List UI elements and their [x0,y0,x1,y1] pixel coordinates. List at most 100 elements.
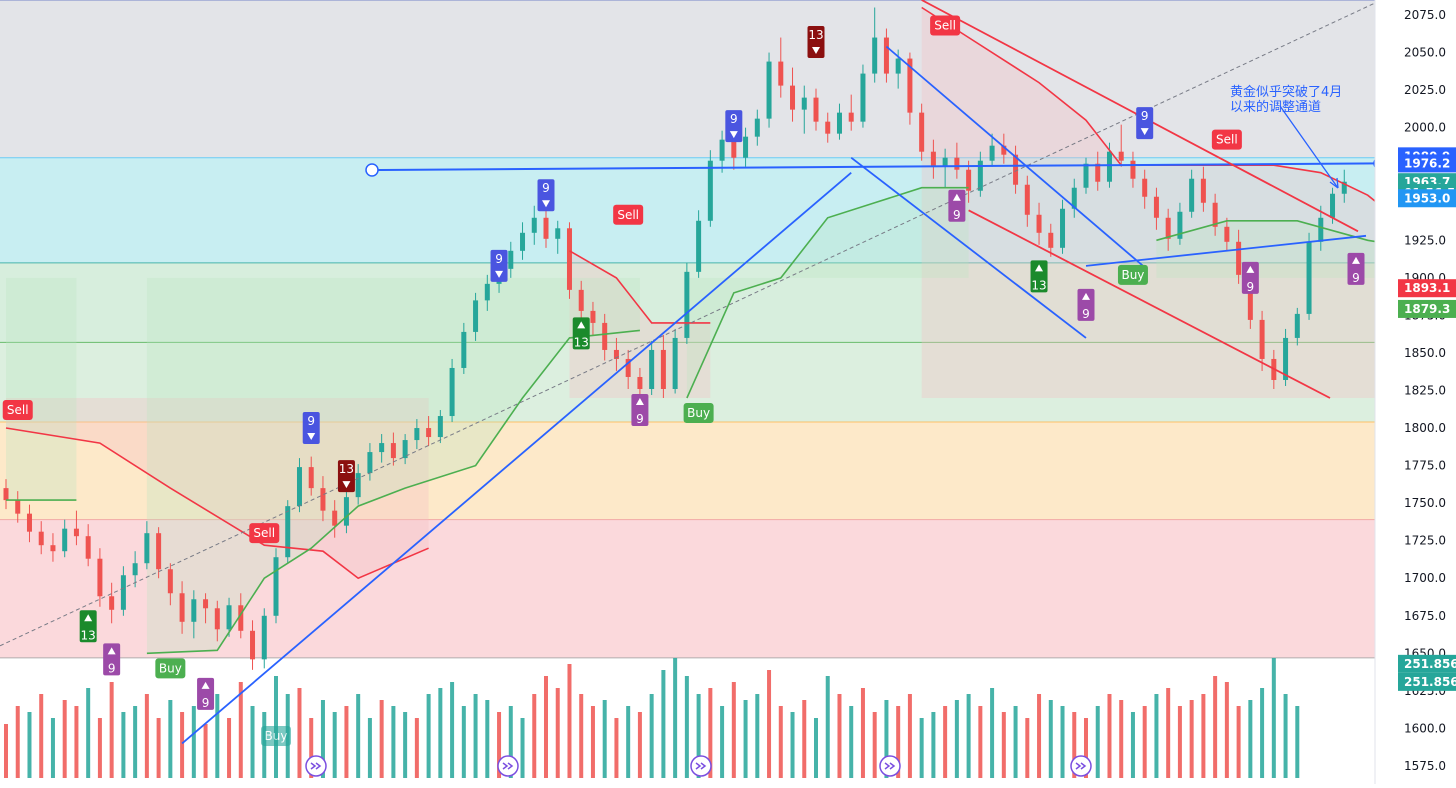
candle-body[interactable] [719,139,725,161]
candle-body[interactable] [1024,184,1030,215]
candle-body[interactable] [1306,241,1312,314]
candle-body[interactable] [825,121,831,134]
candle-body[interactable] [203,599,209,609]
price-tag[interactable] [1398,154,1456,173]
candle-body[interactable] [343,497,349,526]
candle-body[interactable] [1259,319,1265,359]
candle-body[interactable] [707,160,713,221]
candle-body[interactable] [320,488,326,511]
candle-body[interactable] [156,533,162,570]
candle-body[interactable] [85,536,91,559]
event-marker-icon[interactable] [690,755,712,777]
candle-body[interactable] [308,467,314,489]
candle-body[interactable] [766,61,772,119]
candle-body[interactable] [590,310,596,323]
price-tag[interactable] [1398,279,1456,298]
event-marker-icon[interactable] [497,755,519,777]
price-tag[interactable] [1398,299,1456,318]
candle-body[interactable] [790,85,796,110]
candle-body[interactable] [273,557,279,616]
candle-body[interactable] [942,157,948,167]
event-marker-icon[interactable] [305,755,327,777]
candle-body[interactable] [214,608,220,630]
channel-blue-upper[interactable] [885,45,1146,269]
price-tag[interactable] [1398,189,1456,208]
candle-body[interactable] [1118,151,1124,161]
candle-body[interactable] [813,97,819,122]
support-line-short[interactable] [1085,234,1367,267]
candle-body[interactable] [367,452,373,474]
candle-body[interactable] [1142,178,1148,197]
candle-body[interactable] [672,337,678,389]
candle-body[interactable] [50,545,56,552]
candle-body[interactable] [508,250,514,269]
event-markers[interactable] [305,755,1092,777]
candle-body[interactable] [566,228,572,290]
candle-body[interactable] [1224,226,1230,242]
candle-body[interactable] [754,118,760,137]
price-axis[interactable]: 2075.02050.02025.02000.01975.01950.01925… [1374,0,1456,784]
candle-body[interactable] [637,376,643,389]
candle-body[interactable] [1083,163,1089,188]
candle-body[interactable] [1330,193,1336,218]
candle-body[interactable] [602,322,608,350]
event-marker-icon[interactable] [1070,755,1092,777]
candle-body[interactable] [848,112,854,122]
price-tag[interactable] [1398,654,1456,673]
candle-body[interactable] [238,605,244,631]
candle-body[interactable] [484,283,490,301]
candle-body[interactable] [836,112,842,134]
candle-body[interactable] [1189,178,1195,212]
candle-body[interactable] [449,367,455,417]
candle-body[interactable] [1165,217,1171,239]
candle-body[interactable] [1036,214,1042,233]
candle-body[interactable] [97,558,103,597]
candle-body[interactable] [977,160,983,191]
candle-body[interactable] [1048,232,1054,248]
candle-body[interactable] [1341,181,1347,194]
candle-body[interactable] [1177,211,1183,239]
candle-body[interactable] [1130,160,1136,179]
candle-body[interactable] [555,228,561,239]
candle-body[interactable] [1153,196,1159,218]
candle-body[interactable] [296,467,302,507]
candle-body[interactable] [801,97,807,110]
candle-body[interactable] [285,506,291,558]
channel-red-lower[interactable] [968,209,1331,399]
channel-blue-lower[interactable] [850,156,1087,339]
candle-body[interactable] [226,605,232,630]
candle-body[interactable] [860,73,866,122]
candle-body[interactable] [684,271,690,338]
candle-body[interactable] [332,510,338,526]
price-tag[interactable] [1398,672,1456,691]
candle-body[interactable] [3,488,9,501]
candle-body[interactable] [578,289,584,311]
candle-body[interactable] [1294,313,1300,338]
candle-body[interactable] [696,220,702,272]
candle-body[interactable] [930,151,936,167]
candle-body[interactable] [625,358,631,377]
candle-body[interactable] [390,443,396,459]
candle-body[interactable] [73,528,79,537]
candle-body[interactable] [543,217,549,239]
candle-body[interactable] [954,157,960,170]
candle-body[interactable] [109,596,115,610]
candle-body[interactable] [379,443,385,453]
candle-body[interactable] [144,533,150,564]
candle-body[interactable] [1095,163,1101,182]
candle-body[interactable] [1247,274,1253,320]
candle-body[interactable] [919,112,925,152]
candle-body[interactable] [872,37,878,74]
candle-body[interactable] [1283,337,1289,380]
candle-body[interactable] [895,58,901,74]
support-trendline[interactable] [181,172,852,745]
candle-body[interactable] [120,575,126,610]
candle-body[interactable] [38,531,44,546]
candlesticks[interactable] [3,7,1347,670]
event-marker-icon[interactable] [879,755,901,777]
candle-body[interactable] [520,232,526,251]
candle-body[interactable] [473,300,479,332]
candle-body[interactable] [355,473,361,498]
